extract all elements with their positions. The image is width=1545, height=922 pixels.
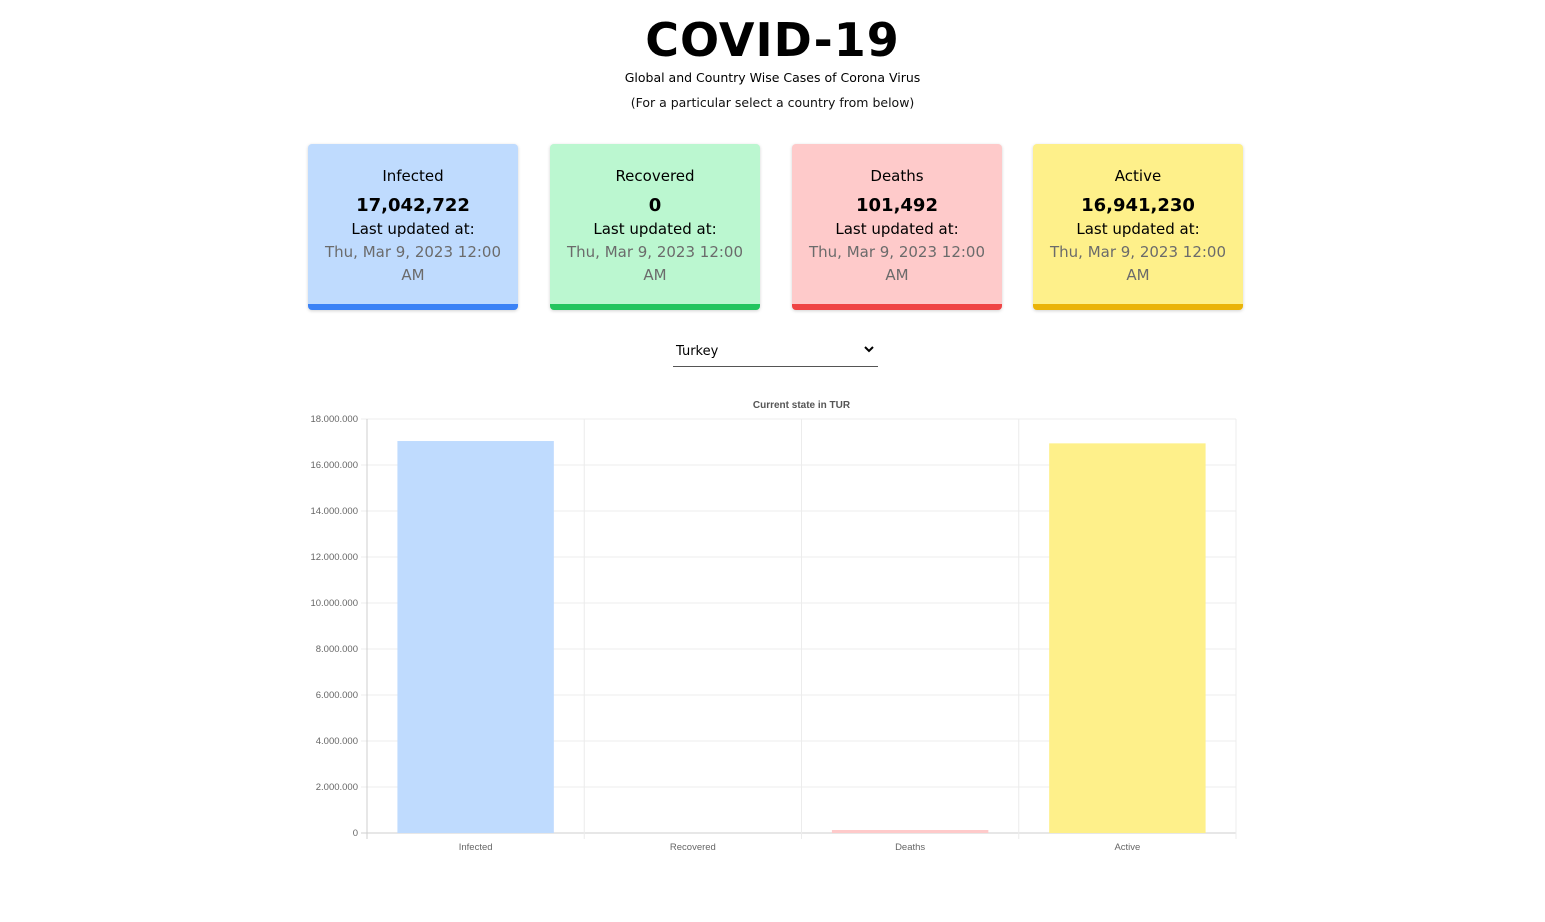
y-tick-label: 10.000.000: [310, 598, 358, 609]
page-subtitle: Global and Country Wise Cases of Corona …: [624, 70, 921, 85]
card-accent-bar: [550, 304, 760, 310]
card-updated-label: Last updated at:: [1076, 220, 1200, 238]
y-tick-label: 2.000.000: [316, 782, 358, 793]
y-tick-label: 0: [353, 828, 358, 839]
card-value: 101,492: [856, 195, 938, 216]
y-tick-label: 18.000.000: [310, 414, 358, 425]
bar-infected: [397, 441, 554, 833]
card-label: Active: [1114, 167, 1162, 185]
chart-title: Current state in TUR: [753, 400, 851, 411]
card-date: Thu, Mar 9, 2023 12:00 AM: [324, 243, 502, 284]
bar-active: [1049, 443, 1206, 833]
y-tick-label: 14.000.000: [310, 506, 358, 517]
country-select[interactable]: Turkey: [673, 340, 878, 367]
card-recovered: Recovered 0 Last updated at: Thu, Mar 9,…: [550, 144, 760, 310]
card-date: Thu, Mar 9, 2023 12:00 AM: [566, 243, 744, 284]
card-label: Infected: [382, 167, 444, 185]
country-select-value: Turkey: [676, 344, 719, 359]
card-updated-label: Last updated at:: [835, 220, 959, 238]
card-updated-label: Last updated at:: [351, 220, 475, 238]
card-accent-bar: [792, 304, 1002, 310]
bar-deaths: [831, 830, 989, 833]
card-date: Thu, Mar 9, 2023 12:00 AM: [1049, 243, 1227, 284]
card-infected: Infected 17,042,722 Last updated at: Thu…: [308, 144, 518, 310]
bar-chart: Current state in TUR 0 2.000.000 4.000.000 6…: [310, 400, 1237, 853]
card-accent-bar: [308, 304, 518, 310]
card-value: 17,042,722: [356, 195, 470, 216]
x-tick-label: Active: [1114, 842, 1140, 853]
card-active: Active 16,941,230 Last updated at: Thu, …: [1033, 144, 1243, 310]
card-deaths: Deaths 101,492 Last updated at: Thu, Mar…: [792, 144, 1002, 310]
instruction-note: (For a particular select a country from …: [630, 95, 915, 110]
card-value: 0: [648, 195, 662, 216]
card-accent-bar: [1033, 304, 1243, 310]
chevron-down-icon: [864, 346, 874, 353]
page-title: COVID-19: [645, 13, 900, 67]
card-label: Recovered: [615, 167, 695, 185]
y-tick-label: 6.000.000: [316, 690, 358, 701]
card-updated-label: Last updated at:: [593, 220, 717, 238]
x-tick-label: Recovered: [670, 842, 716, 853]
card-date: Thu, Mar 9, 2023 12:00 AM: [808, 243, 986, 284]
y-tick-label: 12.000.000: [310, 552, 358, 563]
y-tick-label: 8.000.000: [316, 644, 358, 655]
card-label: Deaths: [870, 167, 924, 185]
x-tick-label: Infected: [459, 842, 493, 853]
y-tick-label: 4.000.000: [316, 736, 358, 747]
x-tick-label: Deaths: [895, 842, 925, 853]
card-value: 16,941,230: [1081, 195, 1195, 216]
y-tick-label: 16.000.000: [310, 460, 358, 471]
